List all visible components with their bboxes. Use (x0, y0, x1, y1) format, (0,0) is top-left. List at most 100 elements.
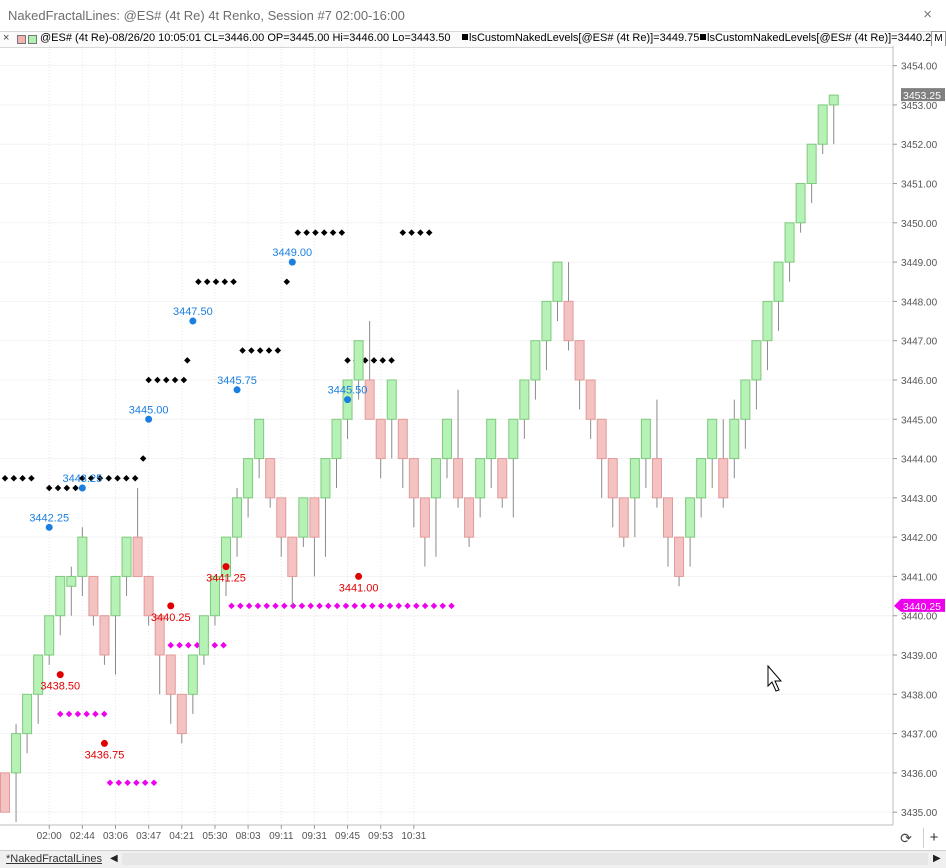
reset-zoom-icon[interactable]: ⟳ (900, 830, 912, 846)
support-level-dot (74, 710, 82, 718)
support-level-dot (176, 641, 183, 649)
resistance-level-dot (265, 347, 273, 354)
down-bar (88, 575, 99, 617)
up-bar (198, 615, 209, 656)
price-tick-label: 3435.00 (901, 808, 938, 819)
up-bar (629, 458, 640, 499)
down-bar (165, 654, 176, 695)
price-axis: 3435.00 3436.00 3437.00 3438.00 3439.00 3440.… (892, 46, 946, 825)
resistance-level-dot (425, 229, 433, 236)
price-tick-label: 3446.00 (901, 376, 938, 387)
up-bar (442, 418, 452, 460)
up-bar (55, 575, 66, 617)
study-readout-1: lsCustomNakedLevels[@ES# (4t Re)]=3449.7… (462, 32, 699, 44)
resistance-level-dot (320, 229, 328, 236)
support-level-dot (404, 602, 411, 610)
price-tags: 3453.25 3440.25 (894, 88, 945, 613)
chart-tab[interactable]: *NakedFractalLines (6, 853, 102, 865)
fractal-high-dot (189, 317, 197, 325)
down-bar (154, 615, 165, 656)
resistance-level-dot (131, 474, 139, 482)
up-bar (33, 654, 44, 695)
resistance-level-dot (145, 376, 152, 384)
resistance-level-dot (256, 347, 264, 354)
fractal-high-label: 3449.00 (272, 247, 312, 259)
price-tick-label: 3450.00 (901, 219, 938, 230)
resistance-level-dot (105, 474, 113, 482)
up-bar (254, 418, 265, 460)
support-level-dot (307, 602, 314, 610)
up-bar (640, 418, 651, 460)
support-level-dot (56, 710, 64, 718)
fractal-low-dot (167, 602, 175, 610)
scroll-right-icon[interactable]: ▶ (933, 853, 941, 864)
support-level-dot (167, 641, 175, 649)
horizontal-scrollbar[interactable] (122, 853, 928, 865)
zoom-in-button[interactable]: + (923, 828, 944, 848)
fractal-high-label: 3445.00 (129, 404, 169, 416)
down-bar (607, 458, 618, 499)
fractal-low-dot (222, 563, 230, 571)
down-bar (176, 693, 187, 735)
scroll-left-icon[interactable]: ◀ (110, 853, 118, 864)
down-bar (718, 458, 729, 499)
time-tick-label: 02:44 (70, 831, 95, 842)
support-level-dot (141, 779, 149, 786)
up-bar (762, 300, 773, 342)
resistance-level-dot (63, 484, 71, 492)
support-level-dot (439, 602, 446, 610)
up-bar (110, 575, 121, 617)
up-bar (817, 104, 828, 145)
down-bar (143, 575, 154, 617)
price-tick-label: 3441.00 (901, 572, 938, 583)
support-level-dot (185, 641, 192, 649)
price-tick-label: 3437.00 (901, 730, 938, 741)
close-studies-icon[interactable]: × (3, 32, 10, 44)
time-axis: 02:00 02:44 03:06 03:47 04:21 05:30 08:03 09:11… (0, 824, 946, 850)
window-title: NakedFractalLines: @ES# (4t Re) 4t Renko… (8, 8, 405, 23)
fractal-low-label: 3438.50 (40, 681, 80, 693)
support-level-dot (124, 779, 131, 786)
fractal-high-dot (78, 484, 86, 492)
price-tick-label: 3449.00 (901, 258, 938, 269)
close-icon[interactable]: × (923, 6, 932, 23)
support-level-dot (211, 641, 219, 649)
support-level-dot (430, 602, 438, 610)
down-bar (309, 497, 320, 538)
resistance-level-dot (171, 376, 179, 384)
bottom-bar: *NakedFractalLines ◀ ▶ (0, 850, 946, 868)
support-level-dot (220, 641, 227, 649)
support-level-dot (316, 602, 323, 610)
fractal-high-dot (288, 258, 296, 266)
up-bar (243, 458, 254, 499)
support-level-dot (115, 779, 123, 786)
resistance-level-dot (139, 455, 147, 462)
fractal-low-label: 3441.25 (206, 573, 246, 585)
support-level-dot (133, 779, 140, 786)
down-bar (0, 772, 10, 813)
renko-chart[interactable]: 3442.25 3443.25 3445.00 3447.50 3445.75 3449.… (0, 46, 946, 850)
up-bar (530, 340, 541, 381)
support-level-dot (325, 602, 332, 610)
resistance-level-dot (338, 229, 346, 236)
up-bar (77, 536, 88, 577)
resistance-level-dot (212, 278, 220, 285)
price-tick-label: 3452.00 (901, 140, 938, 151)
resistance-level-dot (408, 229, 415, 236)
fractal-high-label: 3445.75 (217, 375, 257, 387)
time-tick-label: 09:53 (368, 831, 393, 842)
time-tick-label: 03:47 (136, 831, 161, 842)
up-bar (331, 418, 342, 460)
resistance-level-dot (45, 484, 53, 492)
down-color-swatch-icon (17, 35, 26, 44)
fractal-high-label: 3445.50 (328, 385, 368, 397)
up-bar (209, 575, 220, 617)
time-tick-label: 09:45 (335, 831, 360, 842)
down-bar (364, 379, 375, 420)
support-level-dot (360, 602, 367, 610)
menu-button[interactable]: M (931, 31, 946, 47)
resistance-level-dot (184, 357, 191, 364)
price-tick-label: 3440.00 (901, 612, 938, 623)
fractal-markers: 3442.25 3443.25 3445.00 3447.50 3445.75 3449.… (29, 247, 378, 761)
up-bar (386, 379, 397, 420)
